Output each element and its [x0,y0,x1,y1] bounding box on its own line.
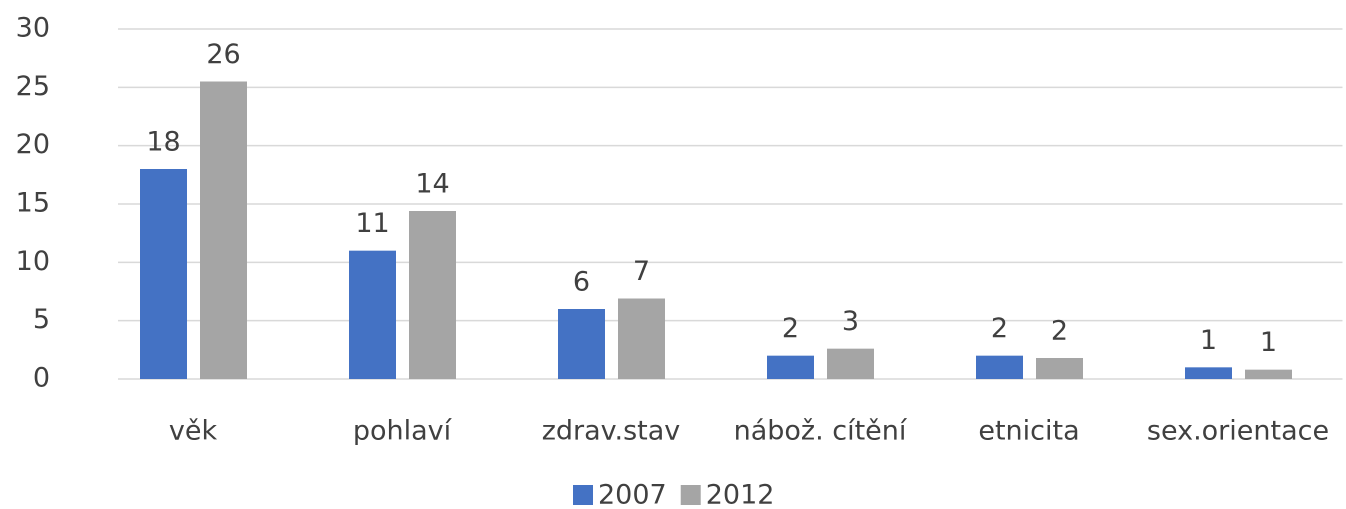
y-tick-label: 10 [16,246,50,277]
bar [618,298,665,379]
x-tick-label: pohlaví [353,416,453,447]
bar [1185,367,1232,379]
x-tick-label: nábož. cítění [734,416,908,447]
bar [767,355,814,379]
y-tick-label: 0 [33,363,50,394]
data-label: 3 [842,306,859,337]
bar [827,348,874,379]
y-tick-label: 25 [16,71,50,102]
bar [1245,369,1292,379]
data-label: 11 [355,208,389,239]
data-label: 1 [1260,327,1277,358]
bar [140,169,187,379]
y-tick-label: 5 [33,304,50,335]
bar [409,211,456,379]
y-tick-label: 20 [16,129,50,160]
legend-swatch [680,485,701,505]
legend-label: 2012 [706,480,775,509]
data-label: 7 [633,256,650,287]
x-tick-label: etnicita [978,416,1079,447]
bar [349,250,396,379]
y-tick-label: 15 [16,188,50,219]
data-label: 2 [782,313,799,344]
data-label: 26 [206,39,240,70]
bar [1036,358,1083,379]
bar [558,309,605,379]
data-label: 18 [146,127,180,158]
data-label: 2 [991,313,1008,344]
data-label: 1 [1200,325,1217,356]
x-tick-label: sex.orientace [1147,416,1329,447]
legend-label: 2007 [598,480,667,509]
bar [976,355,1023,379]
x-tick-label: věk [169,416,218,447]
bar [200,81,247,379]
y-tick-label: 30 [16,13,50,44]
x-tick-label: zdrav.stav [542,416,681,447]
legend-swatch [573,485,593,505]
data-label: 2 [1051,316,1068,347]
data-label: 6 [573,267,590,298]
data-label: 14 [415,169,449,200]
